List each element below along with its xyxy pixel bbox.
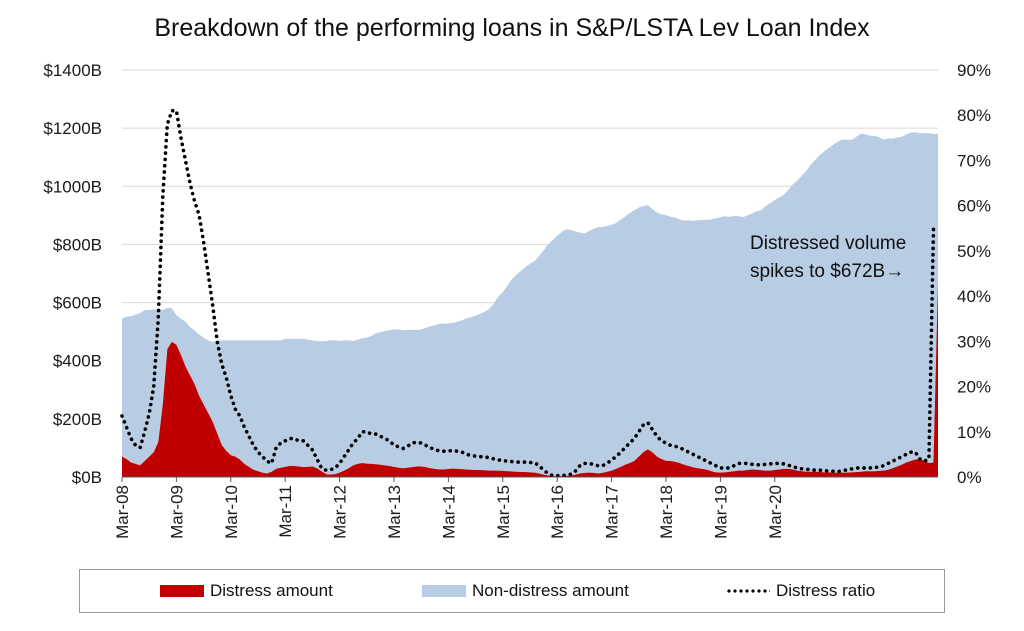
x-tick-label: Mar-17 — [603, 485, 622, 539]
x-tick-label: Mar-16 — [548, 485, 567, 539]
y-left-tick-label: $600B — [53, 294, 102, 313]
x-tick-label: Mar-18 — [657, 485, 676, 539]
area-distress-amount — [122, 281, 938, 477]
y-right-tick-label: 20% — [957, 378, 991, 397]
x-tick-label: Mar-10 — [222, 485, 241, 539]
y-left-tick-label: $1200B — [43, 119, 102, 138]
legend-item-distress-amount: Distress amount — [160, 570, 333, 612]
legend-item-distress-ratio: Distress ratio — [726, 570, 875, 612]
x-tick-label: Mar-13 — [385, 485, 404, 539]
y-right-tick-label: 70% — [957, 151, 991, 170]
y-left-tick-label: $1000B — [43, 177, 102, 196]
x-tick-label: Mar-20 — [766, 485, 785, 539]
series-layer — [120, 108, 938, 478]
y-right-tick-label: 50% — [957, 242, 991, 261]
y-right-tick-label: 80% — [957, 106, 991, 125]
legend-swatch-non-distress-amount — [422, 585, 466, 597]
legend-swatch-distress-amount — [160, 585, 204, 597]
legend-swatch-distress-ratio — [726, 589, 770, 593]
y-right-tick-label: 40% — [957, 287, 991, 306]
annotation: Distressed volume spikes to $672B→ — [750, 233, 906, 282]
y-left-tick-label: $400B — [53, 352, 102, 371]
legend-label-non-distress-amount: Non-distress amount — [472, 581, 629, 600]
legend: Distress amount Non-distress amount Dist… — [79, 569, 945, 613]
annotation-line-2: spikes to $672B→ — [750, 261, 904, 282]
y-right-tick-label: 90% — [957, 61, 991, 80]
y-left-tick-label: $0B — [72, 468, 102, 487]
legend-label-distress-amount: Distress amount — [210, 581, 333, 600]
y-left-tick-label: $1400B — [43, 61, 102, 80]
chart-title: Breakdown of the performing loans in S&P… — [154, 14, 870, 42]
x-tick-label: Mar-11 — [276, 485, 295, 538]
annotation-line-1: Distressed volume — [750, 233, 906, 254]
x-tick-label: Mar-12 — [331, 485, 350, 539]
x-tick-label: Mar-09 — [167, 485, 186, 539]
axes: $0B $200B $400B $600B $800B $1000B $1200B $1400… — [43, 61, 991, 539]
x-tick-label: Mar-08 — [113, 485, 132, 539]
legend-label-distress-ratio: Distress ratio — [776, 581, 876, 600]
x-tick-label: Mar-14 — [439, 485, 458, 539]
x-tick-label: Mar-19 — [711, 485, 730, 539]
y-right-tick-label: 60% — [957, 197, 991, 216]
x-tick-label: Mar-15 — [494, 485, 513, 539]
y-left-tick-label: $200B — [53, 410, 102, 429]
area-non-distress-amount — [122, 132, 938, 477]
y-left-tick-label: $800B — [53, 235, 102, 254]
y-right-tick-label: 0% — [957, 468, 982, 487]
legend-item-non-distress-amount: Non-distress amount — [422, 570, 629, 612]
y-right-tick-label: 30% — [957, 332, 991, 351]
y-right-tick-label: 10% — [957, 423, 991, 442]
